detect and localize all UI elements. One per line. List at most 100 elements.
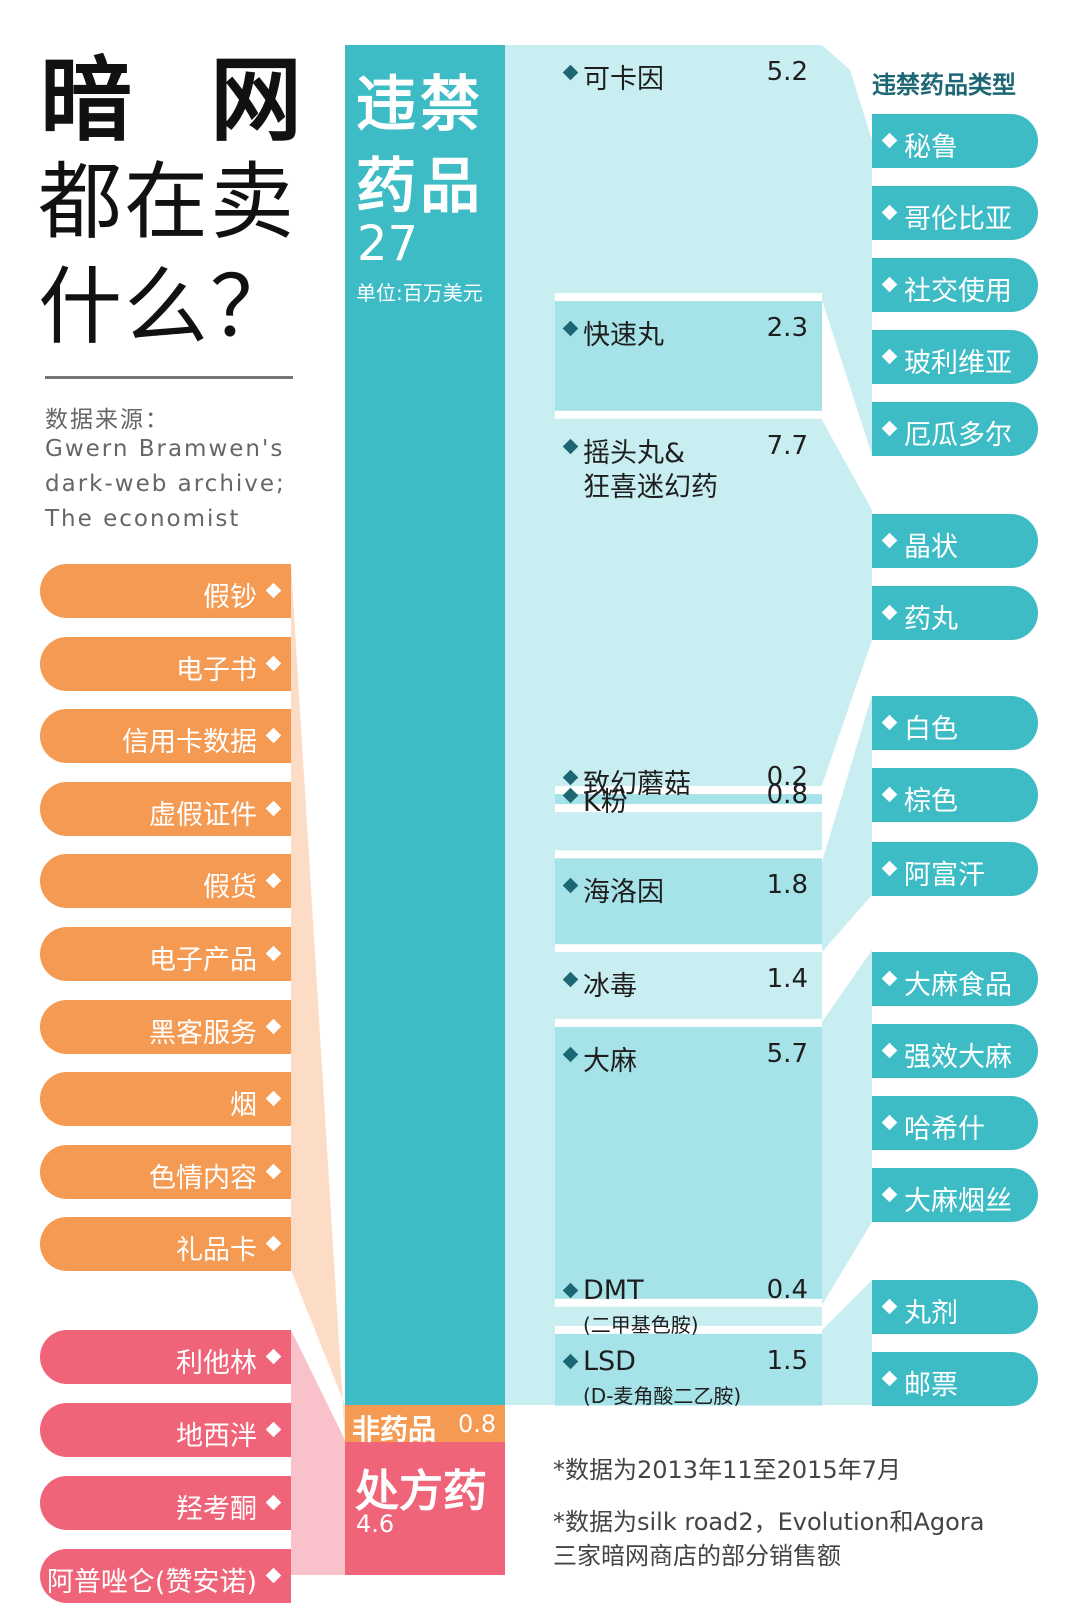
main-unit: 单位:百万美元 [356, 281, 483, 305]
type-pill: 社交使用 [872, 258, 1038, 312]
nondrug-pill-label: 信用卡数据 [122, 727, 257, 759]
drug-label: 可卡因 [583, 64, 664, 95]
rx-pill: 地西泮 [40, 1403, 291, 1457]
drug-value: 5.7 [766, 1038, 808, 1069]
drug-value: 0.2 [766, 762, 808, 793]
diamond-icon [265, 945, 282, 962]
drug-segment [555, 45, 822, 294]
drug-label: DMT [583, 1274, 644, 1306]
nondrug-pill: 信用卡数据 [40, 709, 291, 764]
pale-band [505, 45, 555, 1405]
diamond-icon [881, 420, 898, 437]
drug-segment [555, 794, 822, 805]
drug-segment [555, 952, 822, 1019]
type-pill: 厄瓜多尔 [872, 402, 1038, 456]
type-pill-label: 强效大麻 [904, 1042, 1012, 1073]
drug-value: 1.4 [766, 964, 808, 995]
diamond-icon [881, 1186, 898, 1203]
main-title-1: 违禁 [356, 70, 484, 140]
type-pill: 哈希什 [872, 1096, 1038, 1150]
connector-lsd [822, 1280, 872, 1405]
diamond-icon [265, 873, 282, 889]
nondrug-pill: 假钞 [40, 564, 291, 618]
drug-segment [555, 1306, 822, 1326]
connector-cocaine [822, 45, 872, 455]
source-line-3: The economist [45, 506, 241, 532]
nondrug-value: 0.8 [458, 1410, 497, 1438]
drug-value: 7.7 [766, 430, 808, 461]
diamond-icon [265, 582, 282, 599]
diamond-icon [265, 1163, 282, 1180]
nondrug-pill-label: 假货 [203, 872, 257, 904]
type-pill-label: 丸剂 [904, 1298, 958, 1329]
diamond-icon [881, 970, 898, 987]
types-header: 违禁药品类型 [872, 71, 1016, 99]
drug-value: 0.8 [766, 780, 808, 811]
nondrug-pill-label: 黑客服务 [149, 1017, 257, 1049]
rx-label: 处方药 [355, 1466, 487, 1517]
rx-pill-label: 阿普唑仑(赞安诺) [46, 1567, 257, 1598]
drug-value: 5.2 [766, 57, 808, 87]
title-char-1: 暗 [40, 47, 133, 154]
note-date: *数据为2013年11至2015年7月 [553, 1456, 901, 1484]
type-pill-label: 秘鲁 [904, 132, 958, 163]
main-total: 27 [357, 216, 419, 272]
diamond-icon [265, 1494, 282, 1511]
drug-label: 大麻 [583, 1045, 637, 1077]
type-pill: 大麻烟丝 [872, 1168, 1038, 1222]
drug-label: 海洛因 [583, 877, 664, 909]
drug-label: LSD [583, 1345, 636, 1377]
type-pill-label: 阿富汗 [904, 860, 985, 891]
diamond-icon [265, 1090, 282, 1107]
diamond-icon [881, 1114, 898, 1131]
drug-value: 1.8 [766, 870, 808, 901]
diamond-icon [265, 655, 282, 671]
drug-label: 冰毒 [583, 971, 637, 1003]
diamond-icon [265, 727, 282, 744]
nondrug-pill-label: 烟 [230, 1090, 257, 1122]
drug-value: 1.5 [766, 1345, 808, 1376]
diamond-icon [881, 604, 898, 621]
diamond-icon [265, 1421, 282, 1438]
drug-segment [555, 418, 822, 787]
drug-segment [555, 1026, 822, 1299]
type-pill: 哥伦比亚 [872, 186, 1038, 240]
type-pill: 阿富汗 [872, 842, 1038, 896]
diamond-icon [881, 714, 898, 731]
type-pill-label: 药丸 [904, 604, 958, 635]
nondrug-pill: 黑客服务 [40, 999, 291, 1054]
drug-segment [555, 1333, 822, 1406]
nondrug-pill-label: 虚假证件 [149, 799, 257, 831]
diamond-icon [265, 1236, 282, 1252]
diamond-icon [881, 532, 898, 549]
title-char-2: 网 [210, 47, 303, 154]
diamond-icon [265, 1567, 282, 1584]
nondrug-pill: 礼品卡 [40, 1217, 291, 1272]
rx-value: 4.6 [356, 1510, 395, 1538]
type-pill-label: 玻利维亚 [904, 348, 1012, 379]
diamond-icon [265, 1348, 282, 1365]
rx-pill: 阿普唑仑(赞安诺) [40, 1549, 291, 1603]
drug-segment [555, 858, 822, 945]
nondrug-pill: 假货 [40, 854, 291, 909]
main-bar-rx [345, 1442, 505, 1575]
drug-sublabel: (D-麦角酸二乙胺) [583, 1383, 742, 1408]
type-pill: 强效大麻 [872, 1024, 1038, 1078]
connector-cannabis [822, 950, 872, 1305]
diamond-icon [881, 132, 898, 149]
nondrug-pill: 烟 [40, 1072, 291, 1127]
nondrug-pill-label: 电子产品 [149, 945, 257, 976]
diamond-icon [881, 348, 898, 365]
type-pill: 邮票 [872, 1352, 1038, 1406]
drug-segment [555, 301, 822, 411]
type-pill-label: 白色 [904, 714, 958, 745]
type-pill-label: 晶状 [904, 532, 958, 563]
note-source-2: 三家暗网商店的部分销售额 [553, 1542, 841, 1570]
type-pill-label: 大麻烟丝 [904, 1186, 1012, 1217]
diamond-icon [881, 1370, 898, 1387]
connector-nondrug [291, 565, 345, 1440]
note-source: *数据为silk road2，Evolution和Agora [553, 1508, 985, 1536]
drug-sublabel: (二甲基色胺) [583, 1312, 699, 1337]
drug-label: 摇头丸& [583, 437, 686, 469]
